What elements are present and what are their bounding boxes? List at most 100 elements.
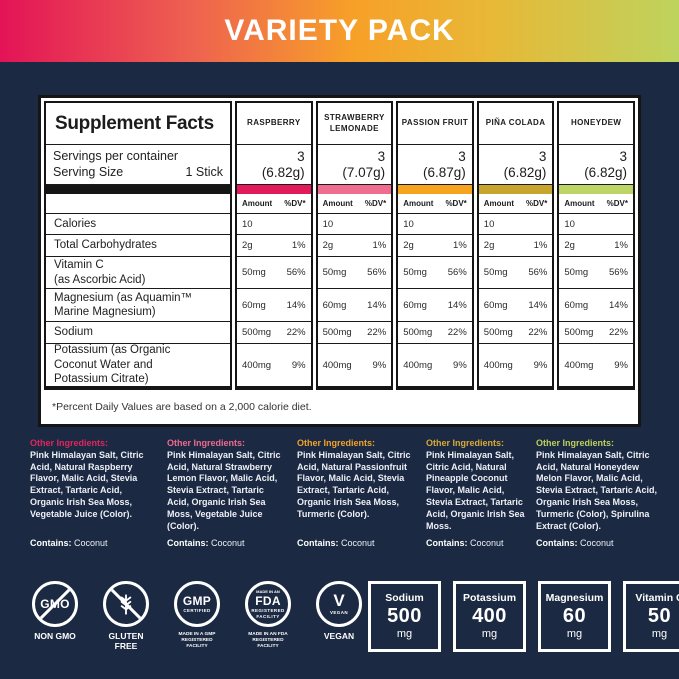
flavor-column-honeydew: HONEYDEW 3 (6.82g) Amount %DV* 10 2g 1% 50… — [557, 101, 635, 390]
flavor-column-pina-colada: PIÑA COLADA 3 (6.82g) Amount %DV* 10 2g 1%… — [476, 101, 555, 390]
value-potassium: 400mg 9% — [242, 359, 306, 371]
value-sodium: 500mg 22% — [398, 322, 472, 344]
badge-label: MADE IN AN FDA REGISTERED FACILITY — [248, 632, 288, 650]
label-divider-bar — [46, 185, 230, 194]
banner-title: VARIETY PACK — [224, 14, 455, 47]
value-vitamin-c: 50mg 56% — [478, 257, 553, 289]
badge-label: MADE IN A GMP REGISTERED FACILITY — [178, 632, 216, 650]
nutrient-label-calories: Calories — [46, 214, 230, 235]
mineral-box-sodium: Sodium 500 mg — [368, 581, 441, 652]
value-magnesium: 60mg 14% — [559, 289, 633, 322]
value-potassium: 400mg 9% — [564, 359, 628, 371]
ingredient-column-raspberry: Other Ingredients: Pink Himalayan Salt, … — [30, 438, 156, 548]
value-carbohydrates: 2g 1% — [559, 235, 633, 257]
contains-line: Contains: Coconut — [167, 538, 245, 548]
ingredient-column-strawberry-lemonade: Other Ingredients: Pink Himalayan Salt, … — [167, 438, 286, 548]
supplement-facts-header: Supplement Facts — [46, 103, 230, 145]
other-ingredients-heading: Other Ingredients: — [167, 438, 246, 448]
bottom-section: GMO NON GMO GLUTEN FREE — [26, 581, 679, 652]
facts-table: Supplement Facts Servings per container … — [41, 98, 638, 390]
value-magnesium: 60mg 14% — [478, 289, 553, 322]
badge-non-gmo: GMO NON GMO — [26, 581, 84, 652]
value-calories: 10 — [317, 214, 392, 235]
slash-icon — [106, 584, 146, 624]
value-magnesium: 60mg 14% — [237, 289, 311, 322]
nutrient-label-carbohydrates: Total Carbohydrates — [46, 235, 230, 257]
badge-fda-registered: MADE IN AN FDA REGISTERED FACILITY MADE … — [239, 581, 297, 652]
nutrient-label-potassium: Potassium (as Organic Coconut Water and … — [54, 344, 171, 386]
value-vitamin-c: 50mg 56% — [237, 257, 311, 289]
ingredients-text: Pink Himalayan Salt, Citric Acid, Natura… — [297, 449, 411, 520]
supplement-facts-card: Supplement Facts Servings per container … — [38, 95, 641, 427]
ingredients-text: Pink Himalayan Salt, Citric Acid, Natura… — [536, 449, 658, 531]
servings-per-container-label: Servings per container — [53, 148, 179, 163]
flavor-name: RASPBERRY — [247, 118, 301, 128]
serving-size-line: Serving Size 1 Stick — [53, 165, 223, 181]
value-calories: 10 — [478, 214, 553, 235]
value-sodium: 500mg 22% — [317, 322, 392, 344]
value-potassium: 400mg 9% — [483, 359, 548, 371]
other-ingredients-heading: Other Ingredients: — [536, 438, 615, 448]
value-sodium: 500mg 22% — [478, 322, 553, 344]
flavor-name: STRAWBERRY LEMONADE — [324, 113, 385, 133]
flavor-color-bar — [398, 185, 472, 194]
badge-gmp-certified: GMP CERTIFIED MADE IN A GMP REGISTERED F… — [168, 581, 226, 652]
mineral-box-potassium: Potassium 400 mg — [453, 581, 526, 652]
contains-line: Contains: Coconut — [426, 538, 504, 548]
amount-dv-header: Amount %DV* — [478, 194, 553, 214]
badge-vegan: V VEGAN VEGAN — [310, 581, 368, 652]
flavor-color-bar — [559, 185, 633, 194]
serving-size-label: Serving Size — [53, 164, 124, 179]
value-vitamin-c: 50mg 56% — [398, 257, 472, 289]
servings-values: 3 (7.07g) — [317, 145, 392, 185]
flavor-color-bar — [317, 185, 392, 194]
other-ingredients-heading: Other Ingredients: — [426, 438, 505, 448]
contains-line: Contains: Coconut — [297, 538, 375, 548]
amount-dv-header: Amount %DV* — [559, 194, 633, 214]
ingredient-column-honeydew: Other Ingredients: Pink Himalayan Salt, … — [536, 438, 663, 548]
serving-size-value: 1 Stick — [185, 164, 223, 179]
ingredients-text: Pink Himalayan Salt, Citric Acid, Natura… — [167, 449, 281, 531]
mineral-highlight-boxes: Sodium 500 mg Potassium 400 mg Magnesium… — [368, 581, 679, 652]
value-sodium: 500mg 22% — [237, 322, 311, 344]
flavor-name: PASSION FRUIT — [401, 118, 469, 128]
value-vitamin-c: 50mg 56% — [559, 257, 633, 289]
badge-label: VEGAN — [323, 631, 355, 641]
amount-dv-header: Amount %DV* — [317, 194, 392, 214]
gmo-crossed-icon: GMO — [32, 581, 78, 627]
value-vitamin-c: 50mg 56% — [317, 257, 392, 289]
servings-values: 3 (6.82g) — [559, 145, 633, 185]
flavor-name: HONEYDEW — [571, 118, 622, 128]
flavor-column-strawberry-lemonade: STRAWBERRY LEMONADE 3 (7.07g) Amount %DV*… — [315, 101, 394, 390]
flavor-color-bar — [237, 185, 311, 194]
value-carbohydrates: 2g 1% — [478, 235, 553, 257]
servings-values: 3 (6.82g) — [237, 145, 311, 185]
value-calories: 10 — [398, 214, 472, 235]
ingredients-text: Pink Himalayan Salt, Citric Acid, Natura… — [426, 449, 525, 531]
value-calories: 10 — [237, 214, 311, 235]
certification-badges: GMO NON GMO GLUTEN FREE — [26, 581, 368, 652]
variety-pack-banner: VARIETY PACK — [0, 0, 679, 62]
fda-seal-icon: MADE IN AN FDA REGISTERED FACILITY — [245, 581, 291, 627]
value-potassium: 400mg 9% — [403, 359, 467, 371]
value-sodium: 500mg 22% — [559, 322, 633, 344]
wheat-crossed-icon — [103, 581, 149, 627]
value-magnesium: 60mg 14% — [398, 289, 472, 322]
ingredient-column-pina-colada: Other Ingredients: Pink Himalayan Salt, … — [426, 438, 525, 548]
nutrient-label-sodium: Sodium — [46, 322, 230, 344]
servings-row: Servings per container Serving Size 1 St… — [46, 145, 230, 185]
other-ingredients-heading: Other Ingredients: — [297, 438, 376, 448]
value-carbohydrates: 2g 1% — [317, 235, 392, 257]
flavor-column-raspberry: RASPBERRY 3 (6.82g) Amount %DV* 10 2g 1% 5… — [235, 101, 313, 390]
vegan-seal-icon: V VEGAN — [316, 581, 362, 627]
amount-dv-header: Amount %DV* — [398, 194, 472, 214]
amount-header-spacer — [46, 194, 230, 214]
servings-values: 3 (6.87g) — [398, 145, 472, 185]
facts-label-column: Supplement Facts Servings per container … — [44, 101, 232, 390]
value-calories: 10 — [559, 214, 633, 235]
badge-gluten-free: GLUTEN FREE — [97, 581, 155, 652]
mineral-box-vitamin-c: Vitamin C 50 mg — [623, 581, 679, 652]
mineral-box-magnesium: Magnesium 60 mg — [538, 581, 611, 652]
flavor-column-passion-fruit: PASSION FRUIT 3 (6.87g) Amount %DV* 10 2g… — [396, 101, 474, 390]
ingredients-section: Other Ingredients: Pink Himalayan Salt, … — [30, 438, 657, 548]
